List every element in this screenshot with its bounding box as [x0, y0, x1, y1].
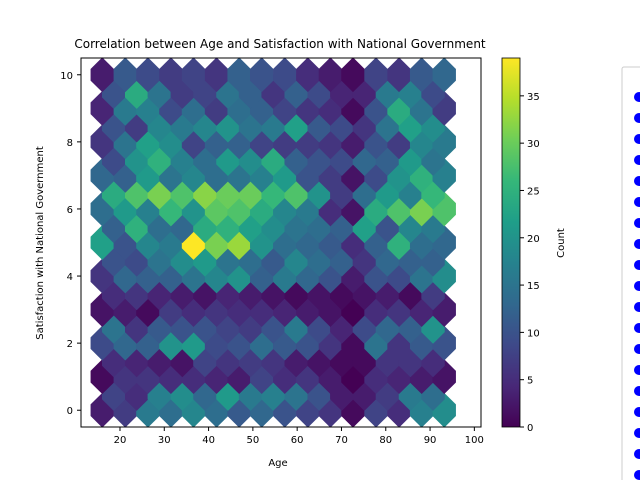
x-axis-label: Age: [268, 458, 287, 469]
legend-marker: [634, 197, 640, 207]
legend-marker: [634, 260, 640, 270]
legend-marker: [634, 344, 640, 354]
legend-marker: [634, 239, 640, 249]
y-tick-label: 4: [67, 272, 73, 283]
plot-area: 20 30 40 50 60 70 80 90 100 0 2 4 6 8 10: [60, 57, 484, 446]
hex-cell: [181, 57, 206, 93]
colorbar-tick-label: 5: [527, 376, 533, 387]
legend-marker: [634, 281, 640, 291]
hex-cell: [227, 57, 251, 93]
x-tick-label: 70: [335, 435, 348, 446]
plot-frame: [80, 57, 482, 428]
hex-cell: [273, 57, 297, 93]
legend-marker: [634, 218, 640, 228]
x-tick-label: 50: [247, 435, 260, 446]
chart-title: Correlation between Age and Satisfaction…: [74, 37, 486, 51]
hex-cell: [250, 57, 274, 93]
legend-marker: [634, 176, 640, 186]
colorbar-ticks: 0 5 10 15 20 25 30 35: [520, 92, 540, 434]
hexbin-cells: [90, 57, 456, 428]
x-tick-label: 90: [424, 435, 437, 446]
colorbar-tick-label: 30: [527, 139, 540, 150]
y-tick-label: 6: [67, 205, 73, 216]
legend-marker: [634, 155, 640, 165]
legend: [621, 66, 640, 480]
hex-cell: [432, 57, 456, 93]
x-axis-ticks: 20 30 40 50 60 70 80 90 100: [114, 427, 484, 446]
colorbar-tick-label: 35: [527, 92, 540, 103]
hex-cell: [409, 57, 434, 93]
colorbar-tick-label: 15: [527, 281, 540, 292]
y-tick-label: 2: [67, 339, 73, 350]
legend-marker: [634, 134, 640, 144]
y-tick-label: 10: [60, 71, 73, 82]
x-tick-label: 60: [291, 435, 304, 446]
x-tick-label: 20: [114, 435, 127, 446]
legend-marker: [634, 92, 640, 102]
hex-cell: [113, 57, 137, 93]
colorbar-tick-label: 10: [527, 328, 540, 339]
colorbar: 0 5 10 15 20 25 30 35 Count: [501, 57, 567, 434]
hex-cell: [341, 57, 365, 93]
colorbar-tick-label: 20: [527, 234, 540, 245]
legend-marker: [634, 302, 640, 312]
y-axis-ticks: 0 2 4 6 8 10: [60, 71, 81, 417]
colorbar-tick-label: 0: [527, 423, 533, 434]
x-tick-label: 40: [202, 435, 215, 446]
hex-cell: [159, 57, 183, 93]
legend-marker: [634, 386, 640, 396]
hex-cell: [387, 57, 411, 93]
hex-cell: [90, 57, 114, 93]
legend-marker: [634, 113, 640, 123]
legend-items: [634, 92, 640, 480]
legend-marker: [634, 365, 640, 375]
hex-cell: [364, 57, 388, 93]
legend-box: [621, 66, 640, 480]
y-tick-label: 8: [67, 138, 73, 149]
hex-cell: [204, 57, 229, 93]
legend-marker: [634, 470, 640, 480]
y-tick-label: 0: [67, 406, 73, 417]
x-tick-label: 80: [379, 435, 392, 446]
hex-cell: [318, 57, 343, 93]
legend-marker: [634, 449, 640, 459]
colorbar-tick-label: 25: [527, 186, 540, 197]
x-tick-label: 30: [158, 435, 171, 446]
colorbar-label: Count: [556, 228, 567, 258]
hex-cell: [296, 57, 320, 93]
x-tick-label: 100: [465, 435, 484, 446]
legend-marker: [634, 428, 640, 438]
hex-cell: [136, 57, 160, 93]
legend-marker: [634, 323, 640, 333]
colorbar-gradient: [501, 57, 521, 428]
y-axis-label: Satisfaction with National Government: [35, 146, 46, 340]
legend-marker: [634, 407, 640, 417]
